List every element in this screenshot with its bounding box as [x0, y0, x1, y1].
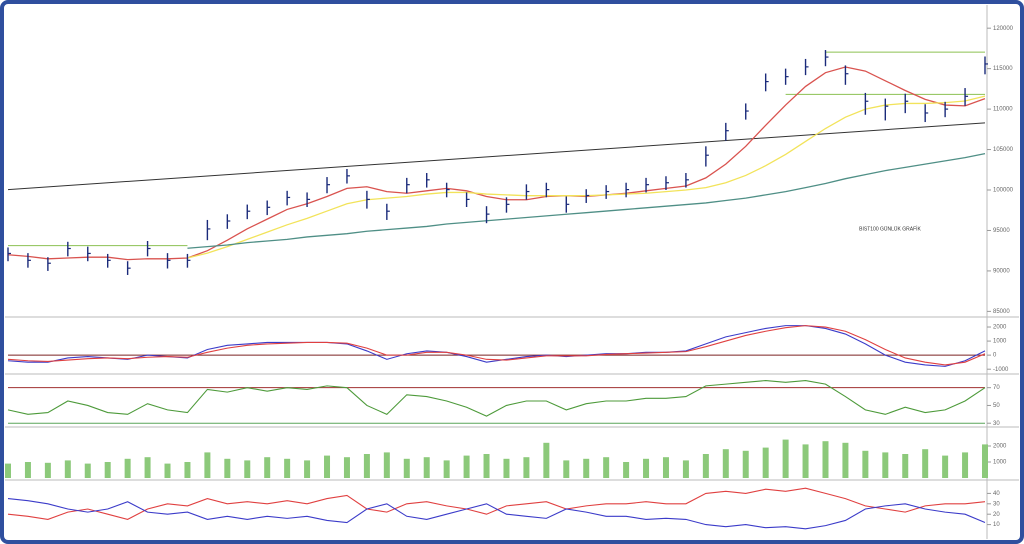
volume-bar — [264, 457, 271, 478]
y-tick-label: 100000 — [993, 188, 1014, 194]
volume-bar — [44, 462, 51, 478]
y-tick-label: 120000 — [993, 26, 1014, 32]
volume-bar — [583, 458, 590, 478]
y-tick-label: 30 — [993, 501, 1000, 507]
y-tick-label: 2000 — [993, 444, 1007, 450]
volume-bar — [623, 462, 630, 478]
volume-bar — [84, 463, 91, 478]
y-tick-label: 0 — [993, 353, 997, 359]
y-tick-label: 110000 — [993, 107, 1013, 113]
indicator-line — [7, 487, 986, 520]
annotation: BIST100 GÜNLÜK GRAFİK — [859, 225, 921, 232]
volume-bar — [423, 457, 430, 478]
volume-bar — [463, 455, 470, 478]
volume-bar — [343, 457, 350, 478]
volume-bar — [962, 452, 969, 478]
moving-average — [187, 152, 986, 249]
volume-bar — [643, 458, 650, 478]
y-tick-label: 2000 — [993, 325, 1007, 331]
indicator-line — [7, 325, 986, 366]
volume-bar — [543, 442, 550, 478]
volume-bar — [523, 457, 530, 478]
volume-bar — [244, 460, 251, 478]
y-tick-label: 1000 — [993, 339, 1007, 345]
volume-bar — [383, 452, 390, 478]
volume-bar — [862, 450, 869, 478]
volume-bar — [902, 454, 909, 478]
volume-bar — [503, 458, 510, 478]
volume-bar — [104, 462, 111, 478]
volume-bar — [304, 460, 311, 478]
volume-bar — [922, 449, 929, 478]
volume-bar — [603, 457, 610, 478]
volume-bar — [164, 463, 171, 478]
y-tick-label: 105000 — [993, 147, 1014, 153]
volume-bar — [363, 454, 370, 478]
volume-bar — [324, 455, 331, 478]
volume-bar — [144, 457, 151, 478]
y-tick-label: -1000 — [993, 367, 1009, 373]
volume-bar — [662, 457, 669, 478]
volume-bar — [762, 447, 769, 478]
volume-bar — [64, 460, 71, 478]
indicator-line — [7, 498, 986, 530]
y-tick-label: 40 — [993, 491, 1000, 497]
volume-bar — [24, 462, 31, 478]
volume-bar — [722, 449, 729, 478]
indicator-line — [7, 380, 986, 417]
volume-bar — [563, 460, 570, 478]
volume-bar — [124, 458, 131, 478]
volume-bar — [842, 442, 849, 478]
volume-bar — [702, 454, 709, 478]
volume-bar — [204, 452, 211, 478]
y-tick-label: 20 — [993, 512, 1000, 518]
volume-bar — [443, 460, 450, 478]
volume-bar — [184, 462, 191, 478]
y-tick-label: 85000 — [993, 309, 1010, 315]
y-tick-label: 115000 — [993, 66, 1013, 72]
y-tick-label: 1000 — [993, 460, 1007, 466]
volume-bar — [882, 452, 889, 478]
moving-average — [7, 66, 986, 261]
volume-bar — [682, 460, 689, 478]
volume-bar — [742, 450, 749, 478]
volume-bar — [942, 455, 949, 478]
volume-bar — [802, 444, 809, 478]
volume-bar — [982, 444, 988, 478]
volume-bar — [403, 458, 410, 478]
volume-bar — [782, 439, 789, 478]
volume-bar — [284, 458, 291, 478]
volume-bar — [483, 454, 490, 478]
y-tick-label: 30 — [993, 421, 1000, 427]
volume-bar — [5, 463, 11, 478]
y-tick-label: 90000 — [993, 269, 1010, 275]
y-tick-label: 10 — [993, 522, 1000, 528]
volume-bar — [822, 441, 829, 478]
trend-line — [7, 122, 986, 191]
y-tick-label: 70 — [993, 385, 1000, 391]
volume-bar — [224, 458, 231, 478]
y-tick-label: 50 — [993, 403, 1000, 409]
panel-borders — [5, 5, 1019, 539]
y-tick-label: 95000 — [993, 228, 1010, 234]
